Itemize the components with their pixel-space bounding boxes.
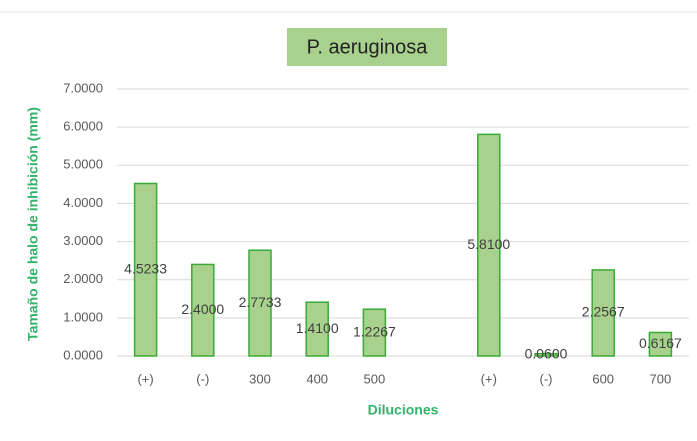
x-tick-label: 600 [592, 371, 614, 386]
y-tick-label: 5.0000 [63, 157, 103, 172]
bar [133, 182, 158, 357]
y-axis-label: Tamaño de halo de inhibición (mm) [25, 107, 41, 341]
x-axis-label: Diluciones [368, 402, 439, 418]
x-tick-label: (+) [137, 371, 153, 386]
bar [534, 352, 558, 357]
chart-title: P. aeruginosa [307, 36, 429, 58]
bar [191, 263, 215, 357]
x-tick-label: (+) [481, 371, 497, 386]
bar [477, 133, 501, 357]
y-tick-label: 6.0000 [63, 119, 103, 134]
data-label: 0.0600 [525, 346, 568, 362]
y-tick-label: 1.0000 [63, 309, 103, 324]
x-tick-label: 400 [306, 371, 328, 386]
bar [305, 301, 329, 357]
bar [648, 331, 673, 357]
data-label: 5.8100 [467, 236, 510, 252]
y-tick-label: 3.0000 [63, 233, 103, 248]
y-tick-label: 0.0000 [63, 347, 103, 362]
data-label: 0.6167 [639, 335, 682, 351]
data-label: 2.2567 [582, 304, 625, 320]
x-tick-label: 300 [249, 371, 271, 386]
x-tick-label: 500 [364, 371, 386, 386]
x-tick-label: 700 [650, 371, 672, 386]
y-tick-label: 4.0000 [63, 195, 103, 210]
bar [248, 249, 272, 357]
x-tick-label: (-) [540, 371, 553, 386]
y-tick-label: 7.0000 [63, 80, 103, 95]
data-label: 2.7733 [239, 294, 282, 310]
x-tick-label: (-) [196, 371, 209, 386]
data-label: 1.2267 [353, 323, 396, 339]
data-label: 2.4000 [181, 301, 224, 317]
data-label: 4.5233 [124, 260, 167, 276]
y-tick-label: 2.0000 [63, 271, 103, 286]
bar [591, 269, 615, 357]
bar [362, 308, 387, 357]
data-label: 1.4100 [296, 320, 339, 336]
title-box [287, 28, 447, 66]
